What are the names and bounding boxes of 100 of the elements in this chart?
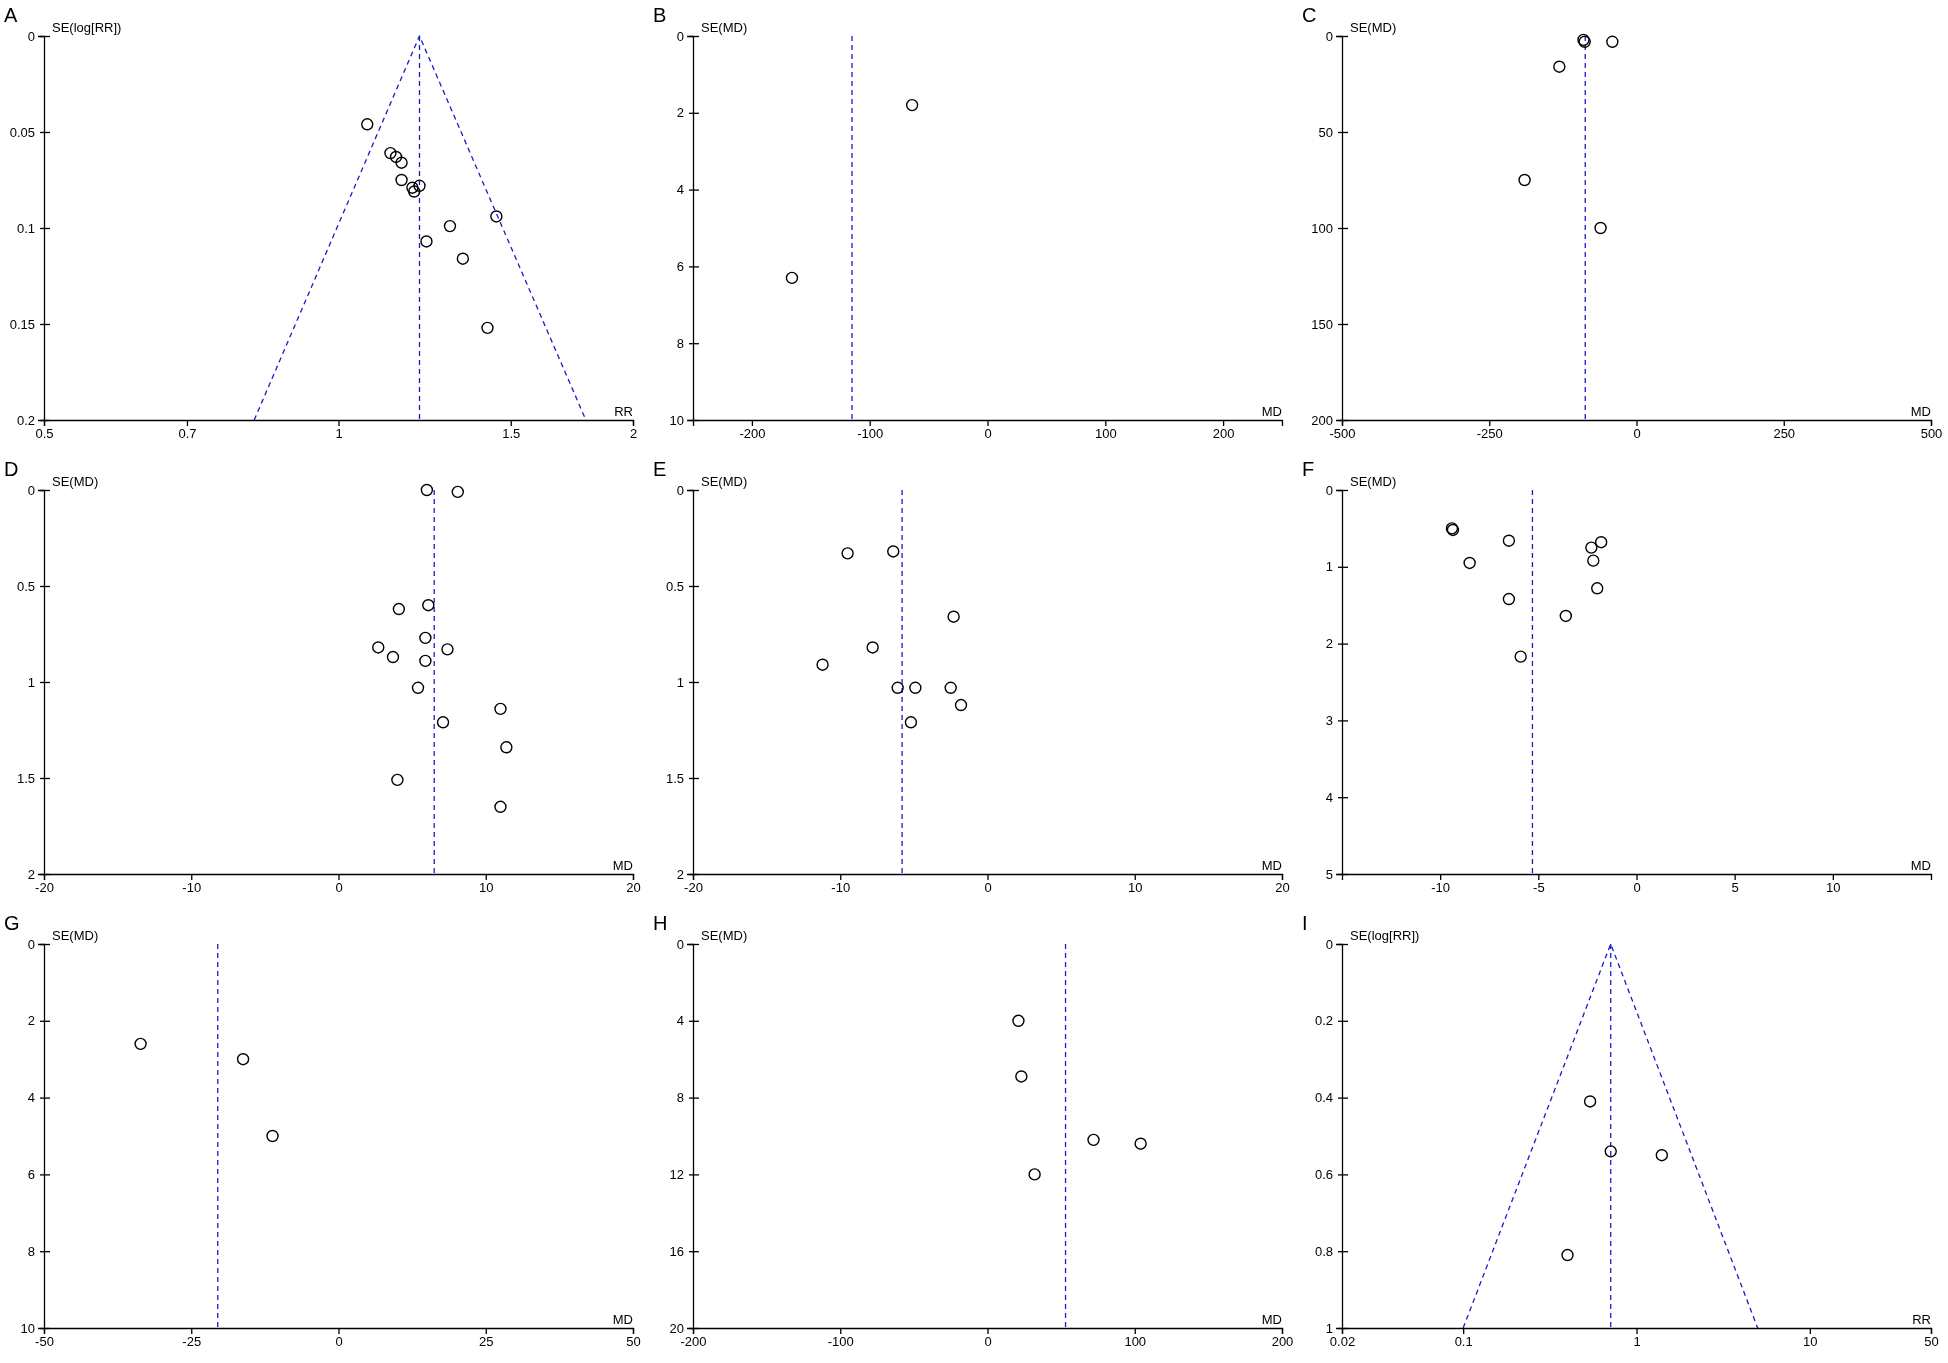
x-tick-label: 5	[1731, 880, 1739, 896]
y-tick-label: 0.1	[16, 220, 35, 236]
y-tick-label: 1.5	[16, 770, 35, 786]
x-tick-label: 0.1	[1454, 1334, 1473, 1350]
x-tick-label: 2	[629, 426, 638, 442]
x-axis-title: MD	[1261, 858, 1282, 873]
y-tick-label: 0	[1325, 28, 1333, 44]
x-axis-title: RR	[614, 404, 633, 419]
y-tick-label: 2	[27, 866, 35, 882]
y-tick-label: 1	[1325, 559, 1333, 575]
y-axis-title: SE(MD)	[52, 928, 99, 943]
y-tick-label: 2	[676, 105, 684, 121]
x-tick-label: 0	[1633, 426, 1641, 442]
y-axis-title: SE(MD)	[701, 928, 748, 943]
x-tick-label: -5	[1533, 880, 1545, 896]
y-tick-label: 0	[1325, 482, 1333, 498]
x-tick-label: 50	[1924, 1334, 1939, 1350]
chart-title: H	[653, 912, 668, 934]
x-axis-title: MD	[612, 1312, 633, 1327]
y-tick-label: 50	[1318, 124, 1333, 140]
x-tick-label: 1	[1633, 1334, 1641, 1350]
x-axis-title: MD	[1910, 858, 1931, 873]
y-tick-label: 4	[27, 1090, 35, 1106]
y-tick-label: 1	[1325, 1320, 1333, 1336]
y-tick-label: 0	[27, 28, 35, 44]
y-tick-label: 8	[676, 335, 684, 351]
y-tick-label: 0	[676, 936, 684, 952]
x-tick-label: 0	[335, 1334, 343, 1350]
x-tick-label: 100	[1094, 426, 1117, 442]
x-tick-label: 10	[1826, 880, 1841, 896]
y-axis-title: SE(MD)	[52, 474, 99, 489]
x-tick-label: 0	[984, 880, 992, 896]
x-tick-label: -20	[35, 880, 54, 896]
x-tick-label: -100	[857, 426, 884, 442]
y-tick-label: 10	[20, 1320, 35, 1336]
y-tick-label: 0	[676, 28, 684, 44]
y-tick-label: 6	[676, 259, 684, 275]
x-axis-title: MD	[612, 858, 633, 873]
y-tick-label: 5	[1325, 866, 1333, 882]
x-tick-label: 0.02	[1329, 1334, 1356, 1350]
x-axis-title: MD	[1261, 404, 1282, 419]
x-tick-label: 1.5	[502, 426, 521, 442]
y-tick-label: 1	[27, 674, 35, 690]
y-axis-title: SE(log[RR])	[52, 20, 122, 35]
y-tick-label: 0	[1325, 936, 1333, 952]
y-axis-title: SE(log[RR])	[1350, 928, 1420, 943]
y-tick-label: 1	[676, 674, 684, 690]
y-tick-label: 0.8	[1314, 1243, 1333, 1259]
y-tick-label: 2	[676, 866, 684, 882]
chart-title: D	[4, 458, 19, 480]
chart-title: A	[4, 4, 18, 26]
y-axis-title: SE(MD)	[701, 474, 748, 489]
chart-title: B	[653, 4, 667, 26]
y-tick-label: 0.5	[665, 578, 684, 594]
x-tick-label: 0	[984, 1334, 992, 1350]
y-tick-label: 16	[669, 1243, 684, 1259]
x-tick-label: -10	[182, 880, 202, 896]
x-tick-label: -100	[827, 1334, 854, 1350]
y-axis-title: SE(MD)	[1350, 474, 1397, 489]
y-tick-label: 10	[669, 412, 684, 428]
x-tick-label: 0.7	[178, 426, 197, 442]
x-axis-title: MD	[1261, 1312, 1282, 1327]
x-tick-label: -20	[684, 880, 703, 896]
chart-title: E	[653, 458, 667, 480]
x-tick-label: -10	[1431, 880, 1451, 896]
y-tick-label: 8	[676, 1090, 684, 1106]
x-tick-label: 0	[1633, 880, 1641, 896]
x-tick-label: -250	[1476, 426, 1503, 442]
y-tick-label: 1.5	[665, 770, 684, 786]
x-axis-title: MD	[1910, 404, 1931, 419]
x-tick-label: 200	[1271, 1334, 1294, 1350]
y-tick-label: 2	[27, 1013, 35, 1029]
x-tick-label: 10	[1128, 880, 1143, 896]
x-tick-label: 0	[984, 426, 992, 442]
x-tick-label: 200	[1212, 426, 1235, 442]
y-tick-label: 0.2	[1314, 1013, 1333, 1029]
x-tick-label: 250	[1773, 426, 1796, 442]
x-tick-label: 1	[335, 426, 343, 442]
x-tick-label: -10	[831, 880, 851, 896]
y-axis-title: SE(MD)	[701, 20, 748, 35]
y-tick-label: 4	[676, 182, 684, 198]
y-axis-title: SE(MD)	[1350, 20, 1397, 35]
x-tick-label: -50	[35, 1334, 54, 1350]
y-tick-label: 4	[676, 1013, 684, 1029]
x-tick-label: 0	[335, 880, 343, 896]
x-tick-label: 20	[1275, 880, 1290, 896]
chart-title: I	[1302, 912, 1308, 934]
x-axis-title: RR	[1912, 1312, 1931, 1327]
y-tick-label: 12	[669, 1167, 684, 1183]
y-tick-label: 8	[27, 1243, 35, 1259]
y-tick-label: 4	[1325, 789, 1333, 805]
y-tick-label: 0.05	[9, 124, 35, 140]
y-tick-label: 2	[1325, 636, 1333, 652]
y-tick-label: 0	[27, 936, 35, 952]
y-tick-label: 0.4	[1314, 1090, 1333, 1106]
x-tick-label: -200	[680, 1334, 707, 1350]
chart-title: C	[1302, 4, 1317, 26]
x-tick-label: 10	[1803, 1334, 1818, 1350]
y-tick-label: 0.2	[16, 412, 35, 428]
y-tick-label: 3	[1325, 713, 1333, 729]
